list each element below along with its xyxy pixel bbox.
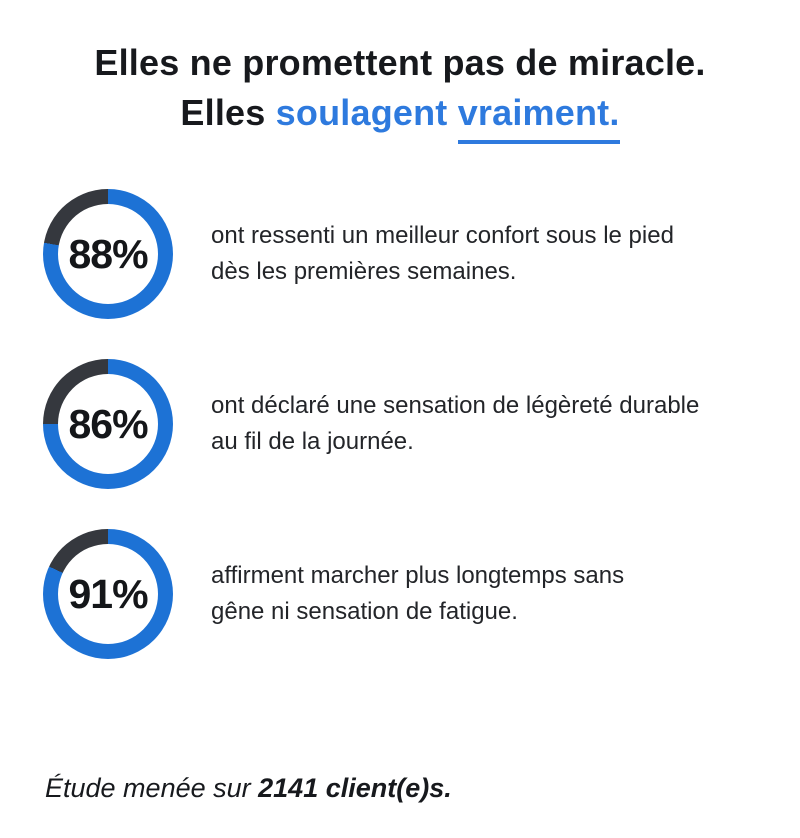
stat-row-1: 88% ont ressenti un meilleur confort sou… xyxy=(43,189,800,319)
study-footnote-prefix: Étude menée sur xyxy=(45,773,259,803)
stat-description-line: ont ressenti un meilleur confort sous le… xyxy=(211,222,674,249)
headline-line1: Elles ne promettent pas de miracle. xyxy=(94,42,706,83)
infographic-page: Elles ne promettent pas de miracle. Elle… xyxy=(0,38,800,838)
progress-ring-center: 91% xyxy=(58,544,158,644)
stat-description-line: affirment marcher plus longtemps sans xyxy=(211,562,625,589)
progress-ring-center: 88% xyxy=(58,204,158,304)
stat-percent-value: 91% xyxy=(68,570,148,617)
stat-description-line: au fil de la journée. xyxy=(211,428,414,455)
stat-description-line: dès les premières semaines. xyxy=(211,258,517,285)
stat-row-2: 86% ont déclaré une sensation de légèret… xyxy=(43,359,800,489)
stat-description-line: ont déclaré une sensation de légèreté du… xyxy=(211,392,700,419)
stat-percent-value: 88% xyxy=(68,230,148,277)
headline-line2-accent: soulagent xyxy=(275,92,458,133)
progress-ring-center: 86% xyxy=(58,374,158,474)
stat-description: affirment marcher plus longtemps sans gê… xyxy=(211,558,624,630)
progress-ring-icon: 88% xyxy=(43,189,173,319)
headline-line2-underlined: vraiment. xyxy=(457,88,620,144)
stat-description: ont ressenti un meilleur confort sous le… xyxy=(211,218,674,290)
stat-row-3: 91% affirment marcher plus longtemps san… xyxy=(43,529,800,659)
study-footnote-sample-size: 2141 client(e)s. xyxy=(258,773,452,803)
stats-list: 88% ont ressenti un meilleur confort sou… xyxy=(43,189,800,659)
stat-description: ont déclaré une sensation de légèreté du… xyxy=(211,388,699,460)
stat-percent-value: 86% xyxy=(68,400,148,447)
progress-ring-icon: 91% xyxy=(43,529,173,659)
stat-description-line: gêne ni sensation de fatigue. xyxy=(211,598,518,625)
progress-ring-icon: 86% xyxy=(43,359,173,489)
headline-line2: Elles soulagent vraiment. xyxy=(20,88,780,144)
study-footnote: Étude menée sur 2141 client(e)s. xyxy=(45,772,452,804)
headline: Elles ne promettent pas de miracle. Elle… xyxy=(20,38,780,144)
headline-line2-prefix: Elles xyxy=(180,92,276,133)
